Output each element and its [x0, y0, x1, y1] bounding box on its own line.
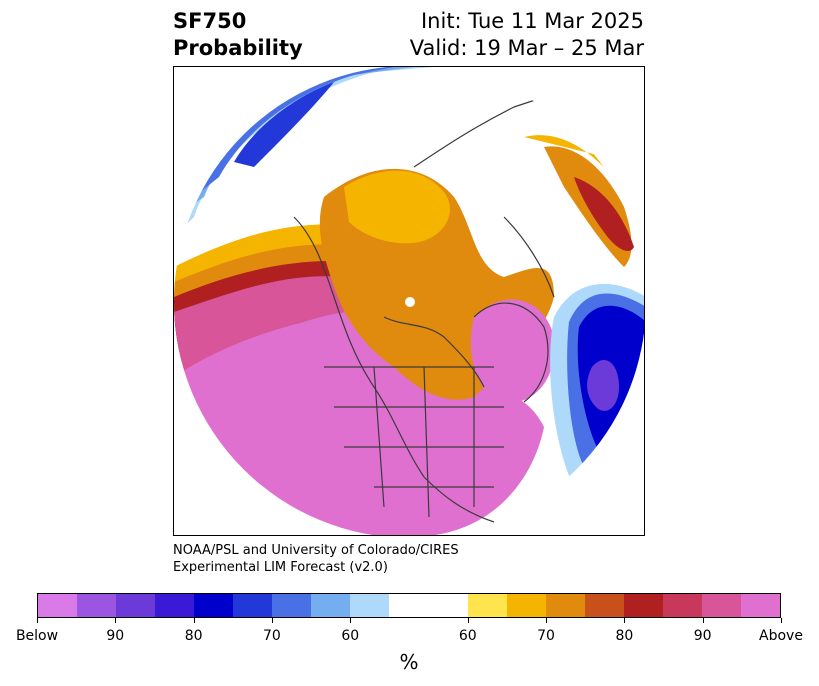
colorbar-segment: [194, 594, 234, 617]
colorbar-tick-mark: [702, 618, 704, 623]
colorbar-tick-label: 70: [537, 628, 555, 644]
colorbar-tick-label: Below: [15, 628, 59, 644]
title-variable: SF750: [173, 9, 247, 33]
colorbar-segment: [350, 594, 390, 617]
colorbar-tick-mark: [350, 618, 352, 623]
colorbar-segment: [77, 594, 117, 617]
colorbar-tick-label: Above: [759, 628, 803, 644]
colorbar-segment: [740, 594, 780, 617]
colorbar-segment: [116, 594, 156, 617]
colorbar-segment: [623, 594, 663, 617]
init-date: Init: Tue 11 Mar 2025: [420, 9, 644, 33]
credit-text: NOAA/PSL and University of Colorado/CIRE…: [173, 542, 459, 576]
colorbar-unit: %: [399, 650, 419, 674]
colorbar-segment: [584, 594, 624, 617]
map-title: SF750 Probability: [173, 8, 303, 62]
colorbar-tick-label: 90: [693, 628, 712, 644]
forecast-dates: Init: Tue 11 Mar 2025 Valid: 19 Mar – 25…: [410, 8, 644, 62]
colorbar: [37, 593, 781, 618]
colorbar-tick-mark: [467, 618, 469, 623]
colorbar-segment: [467, 594, 507, 617]
colorbar-tick-mark: [193, 618, 195, 623]
valid-range: Valid: 19 Mar – 25 Mar: [409, 36, 644, 60]
colorbar-tick-label: 60: [458, 628, 477, 644]
colorbar-segment: [272, 594, 312, 617]
colorbar-segment: [662, 594, 702, 617]
colorbar-segment: [155, 594, 195, 617]
colorbar-segment: [311, 594, 351, 617]
colorbar-tick-mark: [781, 618, 782, 623]
colorbar-segment: [389, 594, 468, 617]
polar-map: [174, 67, 644, 535]
coastlines: [293, 81, 605, 523]
colorbar-tick-label: 80: [184, 628, 203, 644]
colorbar-tick-label: 80: [615, 628, 634, 644]
colorbar-tick-label: 90: [106, 628, 125, 644]
colorbar-segment: [506, 594, 546, 617]
above-region-atlantic: [470, 299, 555, 403]
colorbar-segment: [545, 594, 585, 617]
colorbar-tick-mark: [546, 618, 548, 623]
pole-marker: [405, 297, 415, 307]
colorbar-segment: [233, 594, 273, 617]
title-type: Probability: [173, 36, 303, 60]
colorbar-segment: [701, 594, 741, 617]
colorbar-tick-label: 60: [341, 628, 360, 644]
colorbar-tick-mark: [271, 618, 273, 623]
colorbar-tick-label: 70: [263, 628, 281, 644]
map-panel: [173, 66, 645, 536]
credit-line2: Experimental LIM Forecast (v2.0): [173, 560, 388, 575]
credit-line1: NOAA/PSL and University of Colorado/CIRE…: [173, 543, 459, 558]
colorbar-tick-mark: [37, 618, 38, 623]
colorbar-tick-mark: [624, 618, 626, 623]
colorbar-segment: [38, 594, 78, 617]
colorbar-tick-mark: [115, 618, 117, 623]
